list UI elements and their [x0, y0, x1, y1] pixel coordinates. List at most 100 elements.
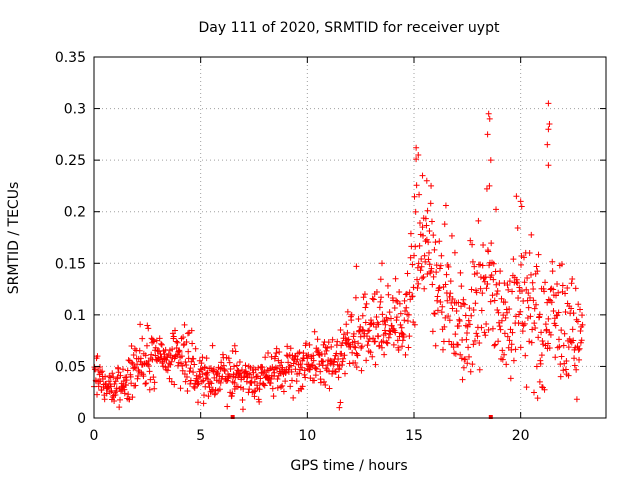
data-point: [406, 333, 413, 340]
data-point: [430, 232, 437, 239]
data-point: [421, 285, 428, 292]
data-point: [218, 359, 225, 366]
data-point: [386, 327, 393, 334]
data-point: [337, 326, 344, 333]
data-point: [383, 339, 390, 346]
data-point: [377, 298, 384, 305]
data-point: [531, 305, 538, 312]
data-point: [459, 376, 466, 383]
data-point: [468, 286, 475, 293]
data-point: [493, 206, 500, 213]
data-point: [146, 368, 153, 375]
data-point: [578, 337, 585, 344]
data-point: [381, 351, 388, 358]
data-point: [467, 368, 474, 375]
data-point: [183, 361, 190, 368]
data-point: [136, 347, 143, 354]
data-point: [576, 345, 583, 352]
data-point: [250, 369, 257, 376]
data-point: [456, 318, 463, 325]
data-point: [129, 394, 136, 401]
data-point: [181, 321, 188, 328]
data-point: [478, 307, 485, 314]
y-tick-label: 0.15: [55, 256, 86, 272]
data-point: [546, 329, 553, 336]
data-point: [123, 382, 130, 389]
data-point: [479, 262, 486, 269]
data-point: [117, 396, 124, 403]
data-point: [203, 355, 210, 362]
data-point: [536, 311, 543, 318]
data-point: [411, 193, 418, 200]
data-point: [341, 370, 348, 377]
data-point: [239, 397, 246, 404]
data-point: [257, 375, 264, 382]
data-point: [576, 356, 583, 363]
data-point: [296, 370, 303, 377]
data-point: [547, 331, 554, 338]
data-point: [528, 339, 535, 346]
data-point: [147, 376, 154, 383]
x-tick-label: 5: [196, 428, 205, 444]
data-point: [447, 290, 454, 297]
data-point: [505, 286, 512, 293]
data-point: [225, 355, 232, 362]
data-point: [379, 311, 386, 318]
data-point: [284, 343, 291, 350]
data-point: [104, 384, 111, 391]
data-point: [416, 191, 423, 198]
data-point: [187, 365, 194, 372]
data-point: [452, 350, 459, 357]
data-point: [261, 382, 268, 389]
data-point: [535, 334, 542, 341]
data-point: [495, 338, 502, 345]
data-point: [506, 306, 513, 313]
data-point: [519, 288, 526, 295]
data-point: [351, 338, 358, 345]
data-point: [143, 380, 150, 387]
data-point: [285, 359, 292, 366]
data-point: [282, 378, 289, 385]
data-point: [344, 308, 351, 315]
data-point: [575, 346, 582, 353]
data-point: [322, 381, 329, 388]
data-point: [340, 355, 347, 362]
data-point: [565, 344, 572, 351]
data-point: [198, 360, 205, 367]
data-point: [312, 372, 319, 379]
data-point: [237, 370, 244, 377]
data-point: [341, 352, 348, 359]
data-point: [561, 330, 568, 337]
data-point: [397, 321, 404, 328]
data-point: [300, 350, 307, 357]
data-point: [384, 282, 391, 289]
data-point: [398, 324, 405, 331]
data-point: [554, 344, 561, 351]
data-point: [192, 345, 199, 352]
data-point: [453, 308, 460, 315]
data-point: [358, 367, 365, 374]
y-tick-label: 0.2: [64, 205, 86, 221]
data-point: [242, 369, 249, 376]
data-point: [426, 249, 433, 256]
data-point: [311, 377, 318, 384]
data-point: [538, 329, 545, 336]
data-point: [438, 309, 445, 316]
data-point: [416, 242, 423, 249]
data-point: [234, 383, 241, 390]
data-point: [337, 399, 344, 406]
data-point: [137, 321, 144, 328]
data-point: [559, 282, 566, 289]
data-point: [201, 364, 208, 371]
data-point: [255, 396, 262, 403]
data-point: [128, 359, 135, 366]
data-point: [262, 354, 269, 361]
data-point: [506, 278, 513, 285]
data-point: [216, 386, 223, 393]
data-point: [504, 282, 511, 289]
data-point: [579, 321, 586, 328]
x-tick-label: 20: [512, 428, 530, 444]
data-point: [473, 330, 480, 337]
data-point: [380, 338, 387, 345]
data-point: [314, 336, 321, 343]
